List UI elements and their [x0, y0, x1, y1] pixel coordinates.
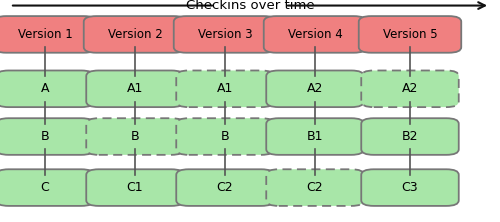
FancyBboxPatch shape: [266, 71, 364, 107]
Text: C2: C2: [306, 181, 324, 194]
Text: A2: A2: [307, 82, 323, 95]
FancyBboxPatch shape: [0, 169, 94, 206]
Text: Version 5: Version 5: [382, 28, 438, 41]
Text: A: A: [41, 82, 49, 95]
FancyBboxPatch shape: [0, 16, 96, 53]
FancyBboxPatch shape: [264, 16, 366, 53]
FancyBboxPatch shape: [266, 118, 364, 155]
FancyBboxPatch shape: [86, 169, 184, 206]
Text: Version 4: Version 4: [288, 28, 343, 41]
Text: C3: C3: [402, 181, 418, 194]
Text: A2: A2: [402, 82, 418, 95]
Text: C2: C2: [216, 181, 234, 194]
FancyBboxPatch shape: [0, 71, 94, 107]
FancyBboxPatch shape: [176, 118, 274, 155]
FancyBboxPatch shape: [0, 118, 94, 155]
FancyBboxPatch shape: [266, 169, 364, 206]
Text: A1: A1: [127, 82, 143, 95]
FancyBboxPatch shape: [361, 71, 459, 107]
Text: B1: B1: [307, 130, 323, 143]
Text: Version 3: Version 3: [198, 28, 252, 41]
FancyBboxPatch shape: [86, 71, 184, 107]
Text: B: B: [220, 130, 230, 143]
Text: Version 2: Version 2: [108, 28, 162, 41]
FancyBboxPatch shape: [358, 16, 461, 53]
Text: C: C: [40, 181, 50, 194]
Text: A1: A1: [217, 82, 233, 95]
FancyBboxPatch shape: [176, 169, 274, 206]
FancyBboxPatch shape: [174, 16, 276, 53]
Text: B2: B2: [402, 130, 418, 143]
FancyBboxPatch shape: [361, 118, 459, 155]
Text: Checkins over time: Checkins over time: [186, 0, 314, 12]
FancyBboxPatch shape: [84, 16, 186, 53]
Text: Version 1: Version 1: [18, 28, 72, 41]
Text: B: B: [40, 130, 50, 143]
Text: B: B: [130, 130, 140, 143]
FancyBboxPatch shape: [176, 71, 274, 107]
FancyBboxPatch shape: [361, 169, 459, 206]
Text: C1: C1: [126, 181, 144, 194]
FancyBboxPatch shape: [86, 118, 184, 155]
